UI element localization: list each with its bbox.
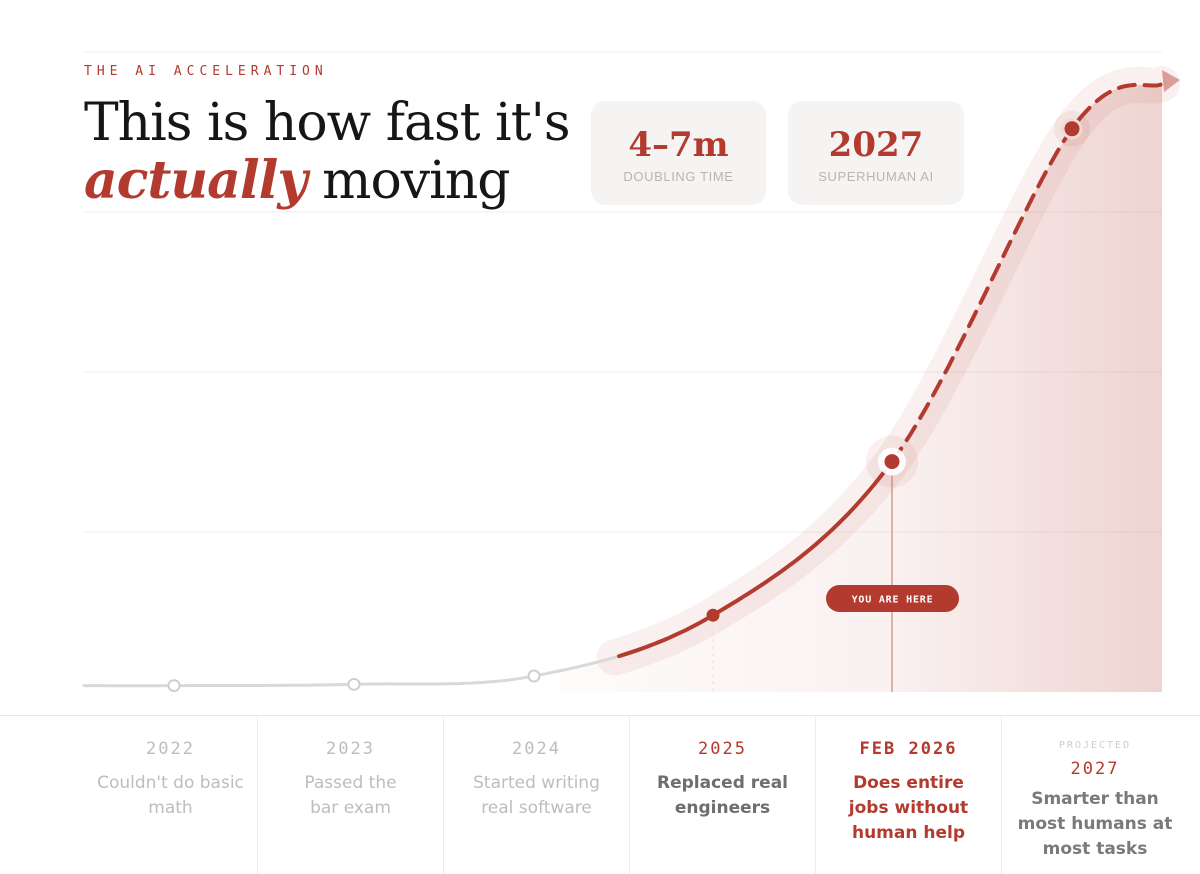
timeline-text: Started writing real software [473, 773, 600, 818]
timeline-text: Smarter than most humans at most tasks [1017, 789, 1173, 859]
timeline-year: FEB 2026 [859, 739, 958, 759]
title-emphasis: actually [84, 150, 308, 211]
timeline: 2022 Couldn't do basic math 2023 Passed … [0, 715, 1200, 874]
timeline-item-feb-2026: FEB 2026 Does entire jobs without human … [816, 716, 1002, 874]
stat-card-doubling: 4–7m DOUBLING TIME [591, 101, 766, 205]
acceleration-chart: YOU ARE HERE [82, 51, 1180, 693]
timeline-text: Replaced real engineers [657, 773, 788, 818]
timeline-item-2023: 2023 Passed the bar exam [258, 716, 444, 874]
data-point-feb-2026 [881, 451, 903, 473]
timeline-item-2025: 2025 Replaced real engineers [630, 716, 816, 874]
you-are-here-badge: YOU ARE HERE [826, 585, 959, 612]
timeline-text: Passed the bar exam [304, 773, 397, 818]
chart-area [560, 84, 1162, 692]
stat-label: DOUBLING TIME [623, 169, 734, 184]
title-line-2: actually moving [84, 150, 604, 211]
series-line-past [82, 654, 621, 688]
stat-card-superhuman: 2027 SUPERHUMAN AI [788, 101, 964, 205]
timeline-item-2024: 2024 Started writing real software [444, 716, 630, 874]
stat-value: 4–7m [628, 125, 729, 165]
area-fill [560, 84, 1162, 692]
data-point-2022 [167, 679, 181, 693]
timeline-year: 2024 [512, 739, 561, 759]
timeline-item-2027: PROJECTED 2027 Smarter than most humans … [1002, 716, 1188, 874]
timeline-year: 2027 [1070, 759, 1120, 779]
page-title: This is how fast it's actually moving [84, 94, 604, 210]
stat-label: SUPERHUMAN AI [818, 169, 934, 184]
timeline-item-2022: 2022 Couldn't do basic math [84, 716, 258, 874]
title-line-2-rest: moving [306, 151, 510, 211]
timeline-text: Does entire jobs without human help [848, 773, 969, 843]
projected-tag: PROJECTED [1058, 740, 1132, 751]
data-point-2027 [1061, 118, 1083, 140]
timeline-year: 2022 [146, 739, 195, 759]
badge-label: YOU ARE HERE [852, 595, 934, 606]
timeline-year: 2025 [698, 739, 747, 759]
timeline-text: Couldn't do basic math [97, 773, 244, 818]
stat-value: 2027 [828, 125, 924, 165]
data-point-2023 [347, 677, 361, 691]
badge-pill [826, 585, 959, 612]
data-point-2024 [527, 669, 541, 683]
data-point-2025 [706, 608, 720, 622]
chart-markers [167, 110, 1090, 693]
arrow-head [1162, 70, 1180, 92]
title-line-1: This is how fast it's [84, 93, 571, 153]
timeline-year: 2023 [326, 739, 375, 759]
chart-kicker: THE AI ACCELERATION [84, 64, 328, 79]
series-line-current [617, 459, 894, 659]
